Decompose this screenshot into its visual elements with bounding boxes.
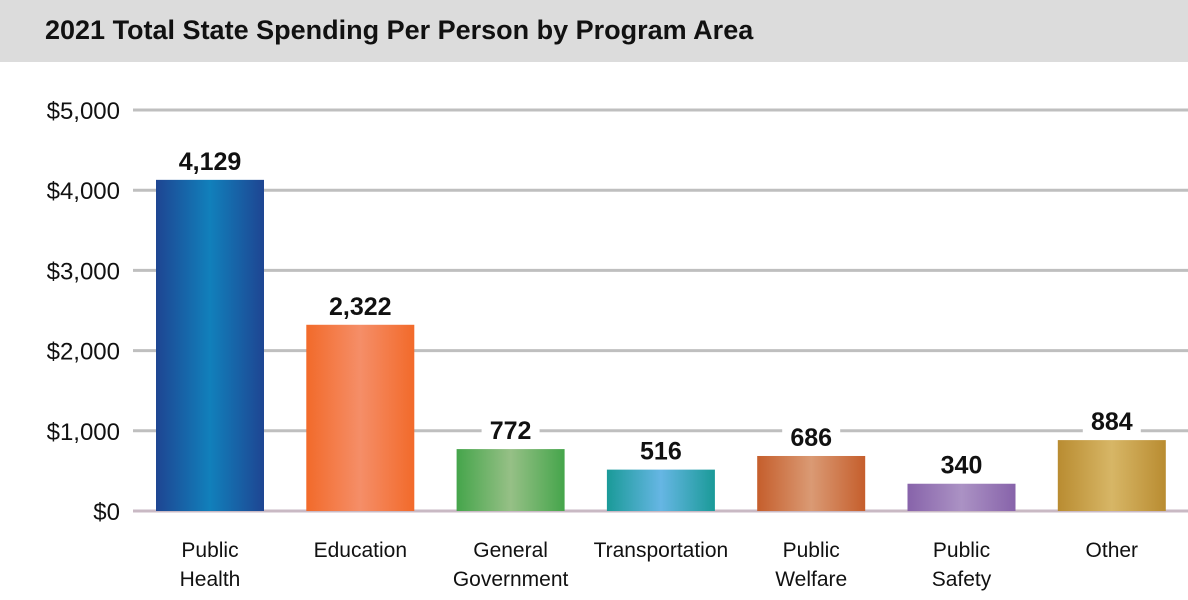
bar [606,469,715,511]
data-label-background [317,292,404,321]
data-label-background [1082,408,1141,437]
x-tick-label: Public [181,539,238,562]
data-label: 4,129 [179,148,242,176]
x-tick-label: Government [453,568,569,591]
x-tick-label: Welfare [775,568,847,591]
data-label: 686 [790,424,832,452]
x-tick-label: Public [783,539,840,562]
y-axis: $0 $1,000 $2,000 $3,000 $4,000 $5,000 [47,98,120,526]
bar [757,455,866,511]
data-label-background [782,423,841,452]
bar [1057,440,1166,511]
x-tick-label: General [473,539,548,562]
y-tick-label: $5,000 [47,98,120,125]
y-tick-label: $0 [93,499,120,526]
y-tick-label: $3,000 [47,258,120,285]
bar [907,483,1016,511]
chart-title: 2021 Total State Spending Per Person by … [45,15,754,45]
data-label-background [631,437,690,466]
x-tick-label: Transportation [594,539,729,562]
y-tick-label: $4,000 [47,178,120,205]
bar [306,324,415,511]
data-label: 2,322 [329,293,392,321]
bars: 4,129 2,322 772 516 686 340 884 [156,147,1166,512]
data-label: 772 [490,417,532,445]
y-tick-label: $2,000 [47,339,120,366]
bar [156,179,264,512]
data-label-background [932,451,991,480]
data-label: 516 [640,438,682,466]
title-bar: 2021 Total State Spending Per Person by … [0,0,1188,62]
data-label-background [481,417,540,446]
x-tick-label: Safety [932,568,992,591]
y-tick-label: $1,000 [47,419,120,446]
bar [456,449,565,511]
data-label: 884 [1091,408,1133,436]
x-axis: Public Health Education General Government Tr… [180,539,1138,591]
x-tick-label: Public [933,539,990,562]
data-label-background [167,147,253,176]
x-tick-label: Health [180,568,241,591]
x-tick-label: Other [1086,539,1139,562]
data-label: 340 [941,452,983,480]
x-tick-label: Education [314,539,407,562]
